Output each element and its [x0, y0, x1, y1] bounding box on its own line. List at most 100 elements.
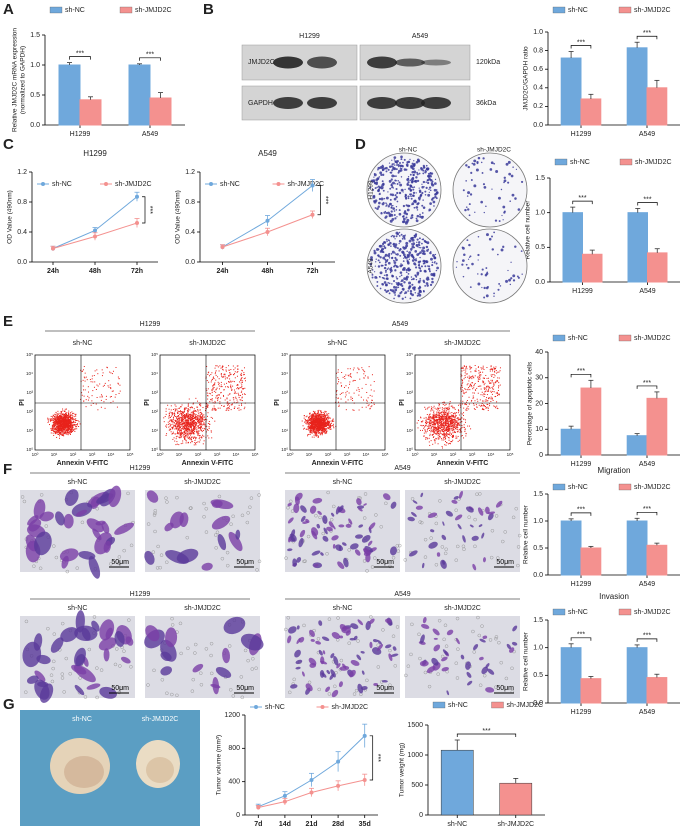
event — [317, 435, 319, 437]
event — [63, 414, 65, 416]
event — [219, 403, 221, 405]
event — [65, 418, 67, 420]
event — [206, 365, 208, 367]
event — [184, 431, 186, 433]
event — [233, 399, 235, 401]
event — [309, 422, 311, 424]
event — [317, 430, 319, 432]
blot-protein: GAPDH — [248, 100, 273, 107]
colony — [427, 181, 430, 185]
event — [218, 382, 220, 384]
panel-letter: C — [3, 136, 14, 153]
colony — [409, 173, 412, 176]
event — [182, 418, 184, 420]
event — [59, 424, 61, 426]
event — [241, 390, 243, 392]
event — [52, 432, 54, 434]
event — [63, 429, 65, 431]
colony — [404, 221, 408, 225]
colony — [410, 215, 413, 217]
event — [50, 428, 52, 430]
colony — [483, 296, 486, 299]
colony — [389, 187, 392, 190]
event — [196, 418, 198, 420]
flow-y-tick-label: 10⁴ — [281, 371, 288, 376]
event — [194, 442, 196, 444]
event — [67, 428, 69, 430]
event — [310, 426, 312, 428]
event — [197, 406, 199, 408]
colony — [402, 189, 404, 191]
event — [178, 429, 180, 431]
dish — [452, 228, 528, 304]
event — [199, 427, 201, 429]
colony — [422, 199, 424, 201]
event — [176, 427, 178, 429]
event — [315, 414, 317, 416]
event — [52, 414, 54, 416]
event — [310, 418, 312, 420]
x-tick-label: 28d — [332, 821, 344, 828]
marker — [93, 228, 97, 233]
colony — [421, 242, 423, 245]
event — [174, 408, 176, 410]
event — [80, 398, 82, 400]
event — [320, 423, 322, 425]
event — [316, 426, 318, 428]
event — [231, 389, 233, 391]
event — [180, 412, 182, 414]
event — [193, 425, 195, 427]
x-tick-label: H1299 — [572, 288, 593, 295]
event — [193, 433, 195, 435]
colony — [485, 205, 487, 208]
colony — [509, 283, 512, 286]
event — [197, 434, 199, 436]
event — [176, 412, 178, 414]
colony — [485, 233, 489, 237]
event — [230, 380, 232, 382]
event — [210, 430, 212, 432]
colony — [373, 182, 376, 185]
event — [311, 417, 313, 419]
event — [73, 428, 75, 430]
colony — [517, 208, 521, 211]
event — [322, 429, 324, 431]
event — [311, 429, 313, 431]
event — [239, 399, 241, 401]
event — [57, 428, 59, 430]
event — [66, 432, 68, 434]
colony — [384, 202, 386, 204]
colony — [405, 271, 408, 273]
event — [179, 437, 181, 439]
event — [197, 414, 199, 416]
event — [231, 389, 233, 391]
colony — [411, 283, 414, 286]
event — [221, 405, 223, 407]
event — [94, 381, 96, 383]
x-tick-label: A549 — [639, 581, 655, 588]
event — [303, 417, 305, 419]
event — [229, 381, 231, 383]
y-axis-label: (normalized to GAPDH) — [20, 46, 27, 114]
event — [62, 432, 64, 434]
event — [194, 442, 196, 444]
event — [178, 411, 180, 413]
colony — [391, 234, 394, 237]
event — [57, 413, 59, 415]
event — [53, 419, 55, 421]
colony — [436, 266, 439, 270]
event — [176, 408, 178, 410]
event — [184, 422, 186, 424]
colony — [411, 255, 414, 258]
colony — [389, 288, 392, 292]
event — [235, 397, 237, 399]
event — [307, 416, 309, 418]
event — [308, 424, 310, 426]
event — [309, 425, 311, 427]
event — [54, 432, 56, 434]
significance-bracket — [637, 202, 658, 206]
colony — [428, 188, 430, 191]
colony — [388, 204, 391, 206]
event — [186, 415, 188, 417]
event — [197, 417, 199, 419]
